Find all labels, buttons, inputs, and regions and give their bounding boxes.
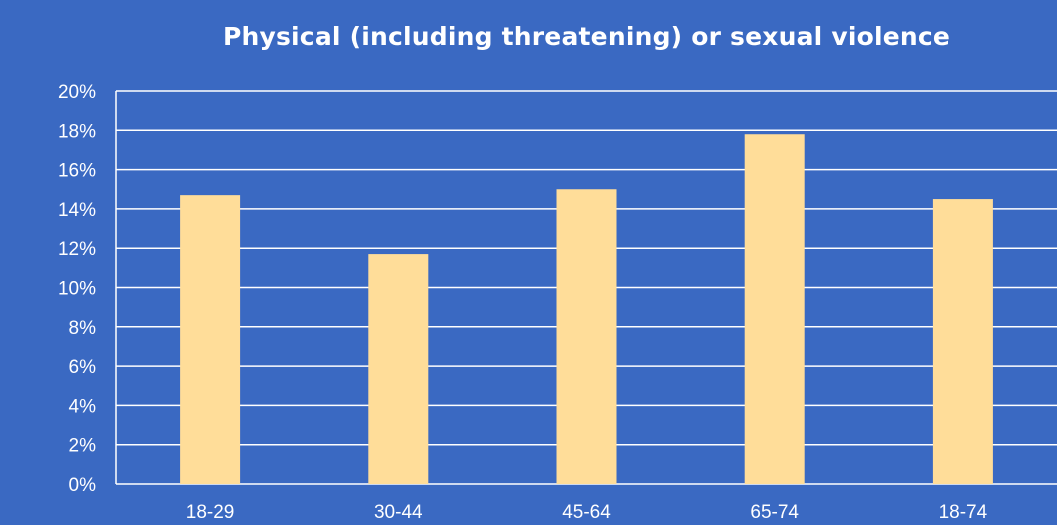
chart-title: Physical (including threatening) or sexu… xyxy=(222,22,951,51)
y-tick-label: 0% xyxy=(69,475,97,496)
bar-45-64 xyxy=(556,189,617,484)
y-tick-label: 20% xyxy=(58,82,96,103)
x-tick-label: 30-44 xyxy=(374,502,423,523)
x-tick-label: 18-29 xyxy=(186,502,235,523)
x-tick-label: 65-74 xyxy=(750,502,799,523)
bar-30-44 xyxy=(368,254,429,484)
y-tick-label: 6% xyxy=(69,357,97,378)
y-tick-label: 12% xyxy=(58,239,96,260)
y-tick-label: 4% xyxy=(69,396,97,417)
y-tick-label: 16% xyxy=(58,161,96,182)
y-tick-label: 18% xyxy=(58,121,96,142)
x-tick-label: 18-74 xyxy=(939,502,988,523)
bar-18-74 xyxy=(932,199,993,484)
y-tick-label: 8% xyxy=(69,318,97,339)
y-tick-label: 2% xyxy=(69,436,97,457)
bar-18-29 xyxy=(180,195,241,484)
x-tick-label: 45-64 xyxy=(562,502,611,523)
y-tick-label: 14% xyxy=(58,200,96,221)
bar-65-74 xyxy=(744,134,805,485)
y-tick-label: 10% xyxy=(58,279,96,300)
